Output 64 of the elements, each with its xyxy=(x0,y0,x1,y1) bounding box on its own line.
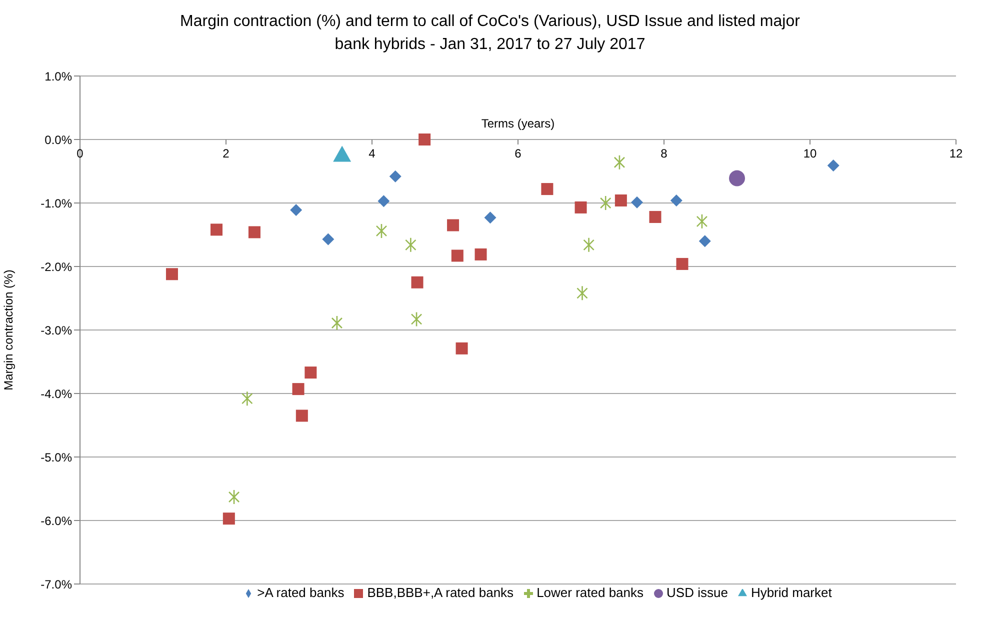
legend-label: >A rated banks xyxy=(257,585,344,600)
y-tick-label: -4.0% xyxy=(40,386,72,401)
point xyxy=(583,237,594,253)
point xyxy=(290,204,302,216)
point xyxy=(222,512,235,525)
point xyxy=(576,286,588,301)
y-tick-label: -5.0% xyxy=(40,450,72,464)
point xyxy=(484,212,496,224)
point xyxy=(210,224,223,236)
point xyxy=(451,250,464,262)
point xyxy=(649,210,662,223)
point xyxy=(418,134,431,146)
y-tick-label: -2.0% xyxy=(40,260,72,274)
point xyxy=(600,195,612,211)
point xyxy=(378,195,390,208)
legend-label: Lower rated banks xyxy=(536,585,644,600)
point xyxy=(541,183,554,196)
chart-title: Margin contraction (%) and term to call of CoCo's (Various), USD Issue and listed major bank hybrids - Jan 31, 2017 to 27 July 2017 xyxy=(179,12,801,55)
x-tick-label: 6 xyxy=(514,146,522,160)
point xyxy=(410,312,422,327)
y-tick-label: -3.0% xyxy=(40,323,72,338)
y-tick-label: -6.0% xyxy=(40,514,72,528)
point xyxy=(827,160,840,172)
point xyxy=(248,226,260,238)
point xyxy=(411,276,424,288)
point xyxy=(456,342,468,354)
point xyxy=(389,170,402,182)
y-tick-label: 0.0% xyxy=(44,132,72,147)
point xyxy=(474,248,487,260)
legend-label: BBB,BBB+,A rated banks xyxy=(367,585,514,600)
point xyxy=(296,410,308,422)
point xyxy=(405,237,416,253)
x-axis-title: Terms (years) xyxy=(481,116,555,130)
point xyxy=(614,194,627,206)
point xyxy=(696,214,708,230)
point xyxy=(331,315,343,331)
legend-label: USD issue xyxy=(666,585,728,600)
point xyxy=(574,201,587,214)
x-tick-label: 12 xyxy=(949,146,963,160)
point xyxy=(630,196,643,208)
point xyxy=(304,366,317,379)
y-axis-title: Margin contraction (%) xyxy=(1,270,16,390)
point xyxy=(322,233,334,246)
y-tick-label: -1.0% xyxy=(40,196,72,210)
point xyxy=(614,154,626,170)
x-tick-label: 4 xyxy=(368,146,376,160)
y-tick-label: -7.0% xyxy=(40,577,72,592)
point xyxy=(242,390,253,406)
point xyxy=(670,194,682,206)
point xyxy=(447,219,460,232)
point xyxy=(292,383,304,396)
x-tick-label: 2 xyxy=(222,146,230,160)
point xyxy=(729,170,745,186)
x-tick-label: 10 xyxy=(803,146,817,160)
point xyxy=(166,268,178,280)
point xyxy=(698,235,711,248)
point xyxy=(333,146,352,162)
x-tick-label: 8 xyxy=(660,146,668,160)
point xyxy=(676,258,688,270)
x-tick-label: 0 xyxy=(76,146,84,160)
point xyxy=(228,489,240,505)
legend-label: Hybrid market xyxy=(750,585,832,600)
point xyxy=(376,223,388,239)
y-tick-label: 1.0% xyxy=(44,69,72,84)
